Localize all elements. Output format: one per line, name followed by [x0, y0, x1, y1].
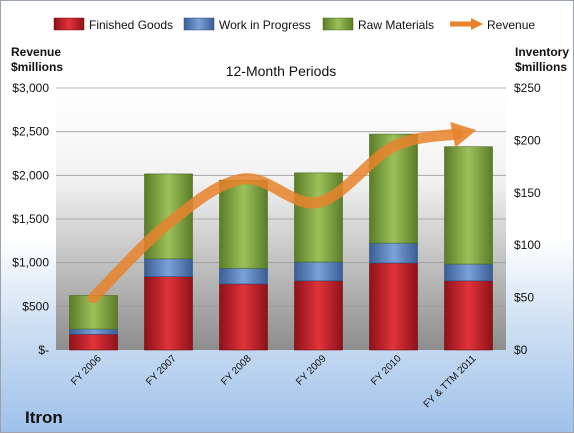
chart-subtitle: 12-Month Periods — [226, 63, 337, 79]
x-tick-label: FY 2006 — [69, 353, 104, 388]
x-axis-ticks: FY 2006 FY 2007 FY 2008 FY 2009 FY 2010 FY & … — [69, 353, 479, 410]
legend-swatch-raw-materials — [322, 17, 354, 31]
left-axis-ticks: $- $500 $1,000 $1,500 $2,000 $2,500 $3,000 — [12, 81, 49, 357]
revenue-line — [88, 122, 477, 304]
legend: Finished Goods Work in Progress Raw Mate… — [53, 17, 535, 32]
bar-work-in-progress — [144, 258, 193, 277]
bar-finished-goods — [144, 276, 193, 351]
legend-label-revenue: Revenue — [487, 18, 535, 32]
bar-finished-goods — [369, 262, 418, 351]
bar-work-in-progress — [69, 328, 118, 335]
bar-work-in-progress — [219, 267, 268, 285]
bar-finished-goods — [219, 283, 268, 351]
left-tick-label: $- — [38, 343, 49, 357]
left-tick-label: $3,000 — [12, 81, 49, 95]
bar-raw-materials — [444, 146, 493, 265]
left-tick-label: $1,000 — [12, 256, 49, 270]
right-tick-label: $0 — [514, 343, 528, 357]
x-tick-label: FY & TTM 2011 — [422, 353, 479, 410]
x-tick-label: FY 2007 — [144, 353, 179, 388]
bar-raw-materials — [294, 172, 343, 263]
bar-work-in-progress — [444, 263, 493, 282]
x-tick-label: FY 2009 — [294, 353, 329, 388]
bar-work-in-progress — [294, 261, 343, 282]
legend-label-finished-goods: Finished Goods — [89, 18, 173, 32]
legend-label-work-in-progress: Work in Progress — [219, 18, 311, 32]
left-tick-label: $2,500 — [12, 125, 49, 139]
right-axis-ticks: $0 $50 $100 $150 $200 $250 — [514, 81, 541, 357]
bar-finished-goods — [69, 333, 118, 351]
legend-label-raw-materials: Raw Materials — [358, 18, 434, 32]
bar-work-in-progress — [369, 242, 418, 264]
bar-finished-goods — [294, 280, 343, 351]
x-tick-label: FY 2008 — [219, 353, 254, 388]
revenue-line-path — [88, 128, 464, 304]
left-tick-label: $500 — [22, 299, 49, 313]
right-axis-title-line2: $millions — [515, 60, 567, 74]
right-tick-label: $50 — [514, 291, 534, 305]
revenue-arrow-head — [450, 122, 477, 148]
right-tick-label: $150 — [514, 186, 541, 200]
x-tick-label: FY 2010 — [369, 353, 404, 388]
right-tick-label: $200 — [514, 133, 541, 147]
left-tick-label: $1,500 — [12, 212, 49, 226]
left-axis-title-line2: $millions — [11, 60, 63, 74]
legend-arrow-revenue — [471, 18, 483, 30]
right-tick-label: $250 — [514, 81, 541, 95]
bar-raw-materials — [219, 179, 268, 269]
company-name: Itron — [25, 408, 63, 427]
legend-swatch-finished-goods — [53, 17, 85, 31]
bar-finished-goods — [444, 280, 493, 351]
left-tick-label: $2,000 — [12, 168, 49, 182]
right-tick-label: $100 — [514, 238, 541, 252]
right-axis-title-line1: Inventory — [515, 45, 569, 59]
legend-swatch-work-in-progress — [183, 17, 215, 31]
left-axis-title-line1: Revenue — [11, 45, 61, 59]
